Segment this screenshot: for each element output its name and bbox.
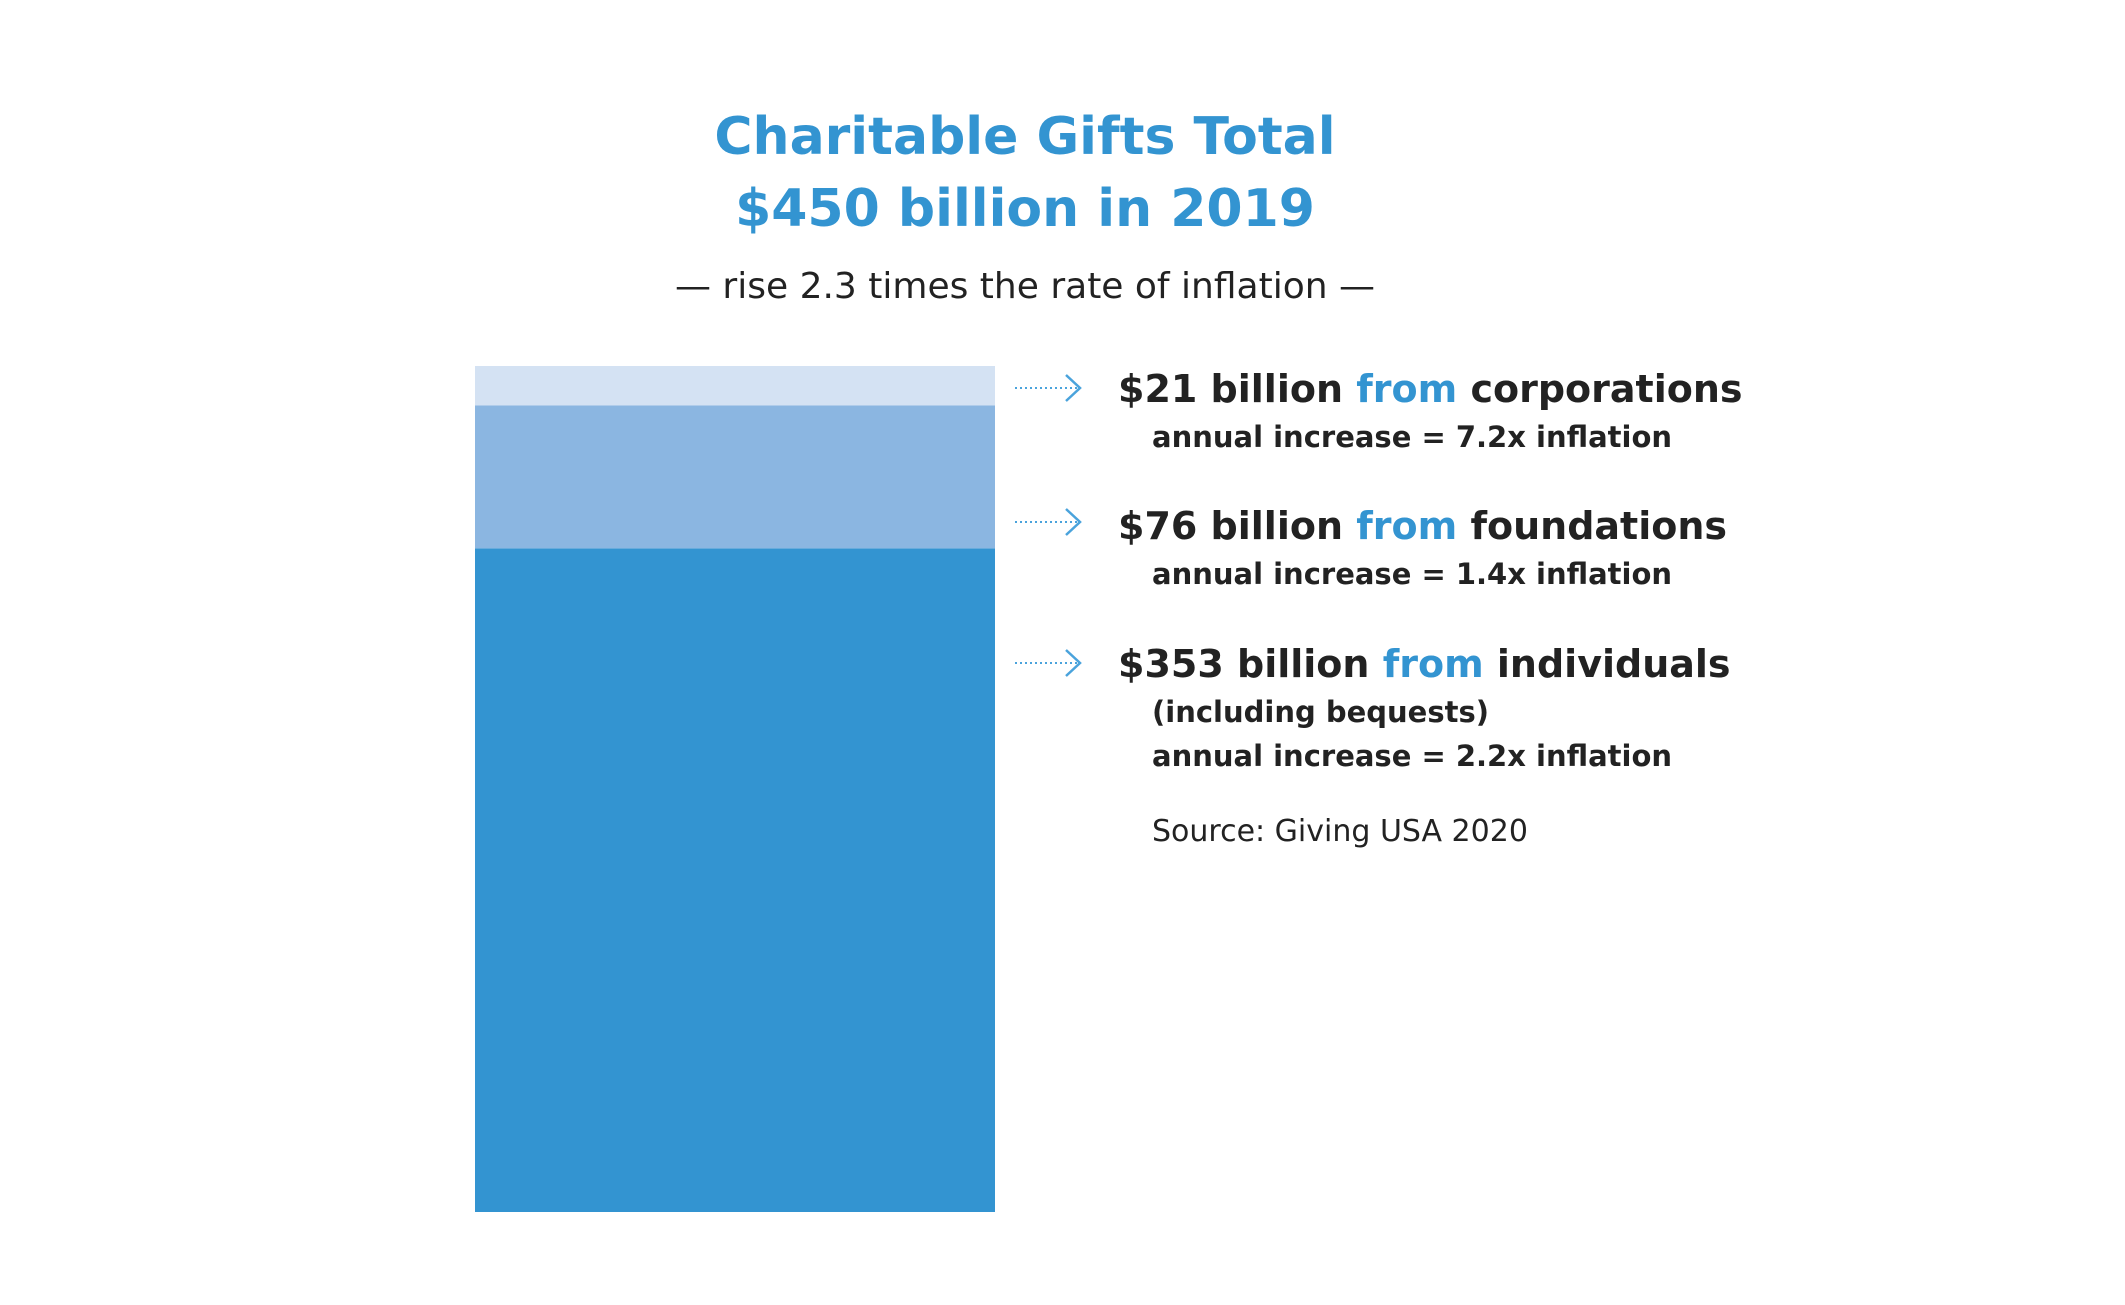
foundations-source: foundations xyxy=(1470,504,1728,548)
bar-segment-individuals xyxy=(475,548,995,1212)
arrow-icon-corporations xyxy=(1065,374,1082,402)
foundations-note: annual increase = 1.4x inflation xyxy=(1152,557,1673,591)
foundations-label: $76 billion from foundations xyxy=(1118,500,1727,552)
source-note: Source: Giving USA 2020 xyxy=(1152,814,1528,849)
individuals-note-increase: annual increase = 2.2x inflation xyxy=(1152,739,1673,773)
bar-segment-foundations xyxy=(475,405,995,549)
individuals-label: $353 billion from individuals xyxy=(1118,638,1731,690)
corporations-from: from xyxy=(1356,367,1458,411)
corporations-label: $21 billion from corporations xyxy=(1118,363,1743,415)
individuals-note-bequests: (including bequests) xyxy=(1152,695,1489,729)
individuals-from: from xyxy=(1382,642,1484,686)
corporations-note: annual increase = 7.2x inflation xyxy=(1152,420,1673,454)
chart-title: Charitable Gifts Total xyxy=(714,107,1336,167)
foundations-from: from xyxy=(1356,504,1458,548)
foundations-amount: $76 billion xyxy=(1118,504,1344,548)
individuals-amount: $353 billion xyxy=(1118,642,1370,686)
arrow-icon-foundations xyxy=(1065,508,1082,536)
chart-title-total: $450 billion in 2019 xyxy=(735,179,1315,239)
individuals-source: individuals xyxy=(1496,642,1731,686)
corporations-amount: $21 billion xyxy=(1118,367,1344,411)
corporations-source: corporations xyxy=(1470,367,1743,411)
chart-subtitle: — rise 2.3 times the rate of inflation — xyxy=(674,266,1375,307)
bar-segment-corporations xyxy=(475,366,995,406)
arrow-icon-individuals xyxy=(1065,649,1082,677)
